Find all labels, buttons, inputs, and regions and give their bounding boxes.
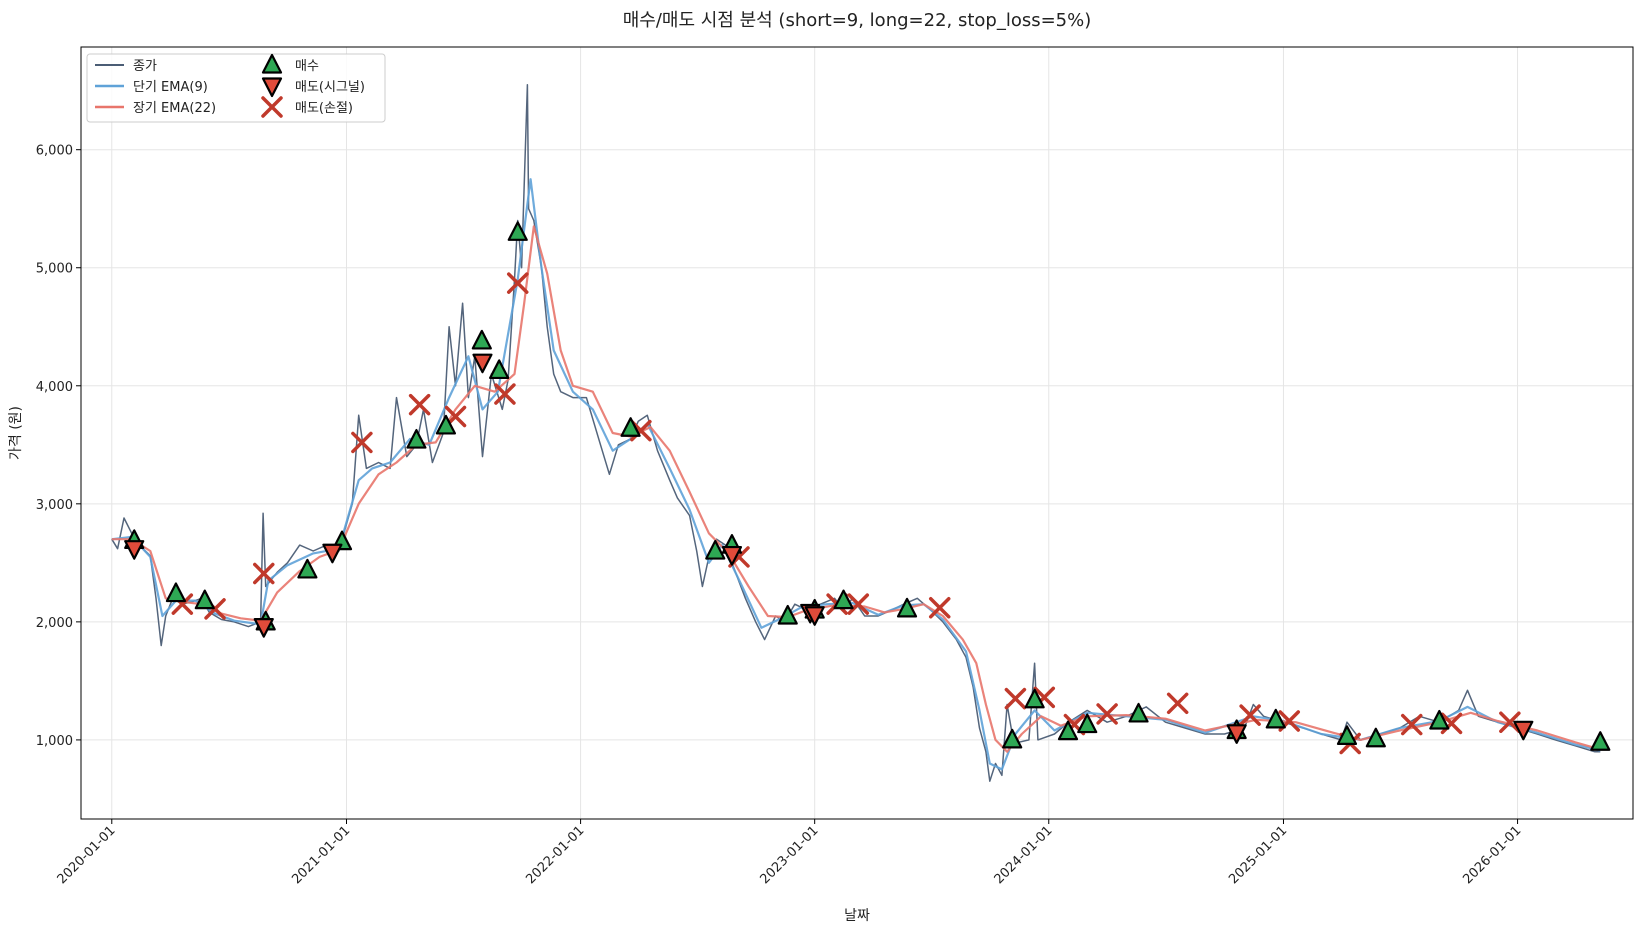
buy-marker: [1365, 727, 1386, 748]
buy-marker: [620, 417, 641, 437]
sell-stop-marker: [408, 393, 431, 416]
buy-marker: [194, 589, 215, 610]
sell-signal-marker: [1513, 720, 1534, 741]
sell-stop-marker: [847, 593, 870, 615]
sell-signal-marker: [472, 353, 493, 374]
buy-marker: [833, 589, 854, 610]
chart-title: 매수/매도 시점 분석 (short=9, long=22, stop_loss…: [623, 10, 1092, 31]
sell-stop-marker: [1239, 704, 1261, 726]
series-lines: [111, 84, 1601, 782]
buy-marker: [297, 558, 318, 579]
sell-signal-marker: [253, 617, 274, 638]
x-tick-label: 2024-01-01: [992, 823, 1056, 887]
y-axis-label: 가격 (원): [8, 406, 24, 460]
sell-stop-marker: [253, 562, 275, 585]
legend-label-close: 종가: [133, 59, 157, 74]
buy-marker: [1077, 713, 1098, 734]
buy-marker: [705, 539, 726, 560]
sell-stop-stroke: [351, 431, 373, 454]
buy-marker: [165, 582, 187, 603]
buy-marker: [896, 597, 918, 618]
x-tick-label: 2023-01-01: [757, 823, 821, 887]
buy-marker: [1429, 709, 1450, 730]
sell-stop-stroke: [1004, 687, 1027, 710]
legend-marker-swatches: [261, 53, 283, 118]
sell-stop-marker: [351, 431, 373, 454]
buy-marker: [777, 604, 798, 625]
x-axis-label: 날짜: [844, 908, 870, 924]
sell-stop-stroke: [1400, 713, 1423, 736]
sell-stop-stroke: [171, 593, 194, 615]
sell-stop-marker: [506, 272, 529, 294]
buy-marker: [1265, 708, 1286, 729]
sell-stop-stroke: [1499, 711, 1521, 733]
buy-marker: [471, 329, 492, 350]
buy-marker: [507, 221, 528, 241]
sell-stop-stroke: [1166, 692, 1189, 715]
legend-box: [86, 53, 386, 123]
x-tick-label: 2020-01-01: [55, 823, 119, 887]
sell-stop-stroke: [253, 562, 275, 585]
x-tick-label: 2026-01-01: [1460, 823, 1524, 887]
legend-label-sell-stop: 매도(손절): [295, 101, 353, 116]
sell-signal-marker: [322, 543, 343, 564]
sell-stop-marker: [1004, 687, 1027, 710]
buy-marker: [1336, 725, 1358, 745]
sell-signal-marker: [1226, 724, 1247, 744]
sell-stop-stroke: [1239, 704, 1261, 726]
series-line-ema-long: [111, 225, 1601, 753]
buy-marker: [1057, 720, 1079, 741]
sell-stop-marker: [1400, 713, 1423, 736]
y-tick-label: 2,000: [36, 616, 73, 631]
trade-markers: [124, 221, 1611, 755]
sell-stop-stroke: [494, 383, 516, 405]
buy-marker: [1024, 688, 1045, 709]
legend-buy-swatch: [261, 53, 283, 74]
plot-frame: [80, 46, 1634, 820]
sell-stop-stroke: [204, 598, 226, 620]
sell-signal-marker: [124, 540, 145, 560]
x-tick-label: 2021-01-01: [289, 823, 353, 887]
grid-lines: [81, 47, 1633, 819]
sell-stop-marker: [1096, 703, 1118, 725]
axes: 2020-01-01 2021-01-01 2022-01-01 2023-01-01…: [36, 144, 1525, 888]
legend-label-sell-signal: 매도(시그널): [295, 80, 365, 95]
legend-label-ema-long: 장기 EMA(22): [133, 101, 216, 116]
buy-marker: [1128, 702, 1149, 723]
buy-marker: [406, 428, 427, 449]
sell-stop-marker: [1166, 692, 1189, 715]
sell-stop-stroke: [408, 393, 431, 416]
buy-marker: [1590, 731, 1611, 751]
sell-stop-marker: [928, 596, 951, 619]
series-line-close: [111, 84, 1601, 782]
series-line-ema-short: [111, 178, 1601, 771]
legend-sell-stop-swatch: [261, 96, 283, 118]
y-tick-label: 4,000: [36, 380, 73, 395]
buy-marker: [1002, 728, 1023, 749]
y-tick-label: 5,000: [36, 262, 73, 277]
legend-sell-signal-swatch: [261, 77, 283, 98]
sell-stop-stroke: [1096, 703, 1118, 725]
y-tick-label: 1,000: [36, 734, 73, 749]
sell-stop-stroke: [506, 272, 529, 294]
y-tick-label: 3,000: [36, 498, 73, 513]
sell-signal-marker: [804, 606, 825, 626]
buy-marker: [489, 359, 510, 380]
sell-stop-stroke: [847, 593, 870, 615]
legend: 종가 단기 EMA(9) 장기 EMA(22) 매수 매도(시그널) 매도(손절…: [86, 53, 386, 123]
legend-label-buy: 매수: [295, 59, 319, 74]
sell-stop-stroke: [928, 596, 951, 619]
legend-label-ema-short: 단기 EMA(9): [133, 80, 208, 95]
sell-stop-marker: [494, 383, 516, 405]
sell-stop-marker: [1499, 711, 1521, 733]
sell-stop-stroke: [261, 96, 283, 118]
sell-signal-marker: [721, 545, 743, 566]
y-tick-label: 6,000: [36, 144, 73, 159]
x-tick-label: 2022-01-01: [523, 823, 587, 887]
x-tick-label: 2025-01-01: [1226, 823, 1290, 887]
buy-marker: [435, 414, 457, 435]
